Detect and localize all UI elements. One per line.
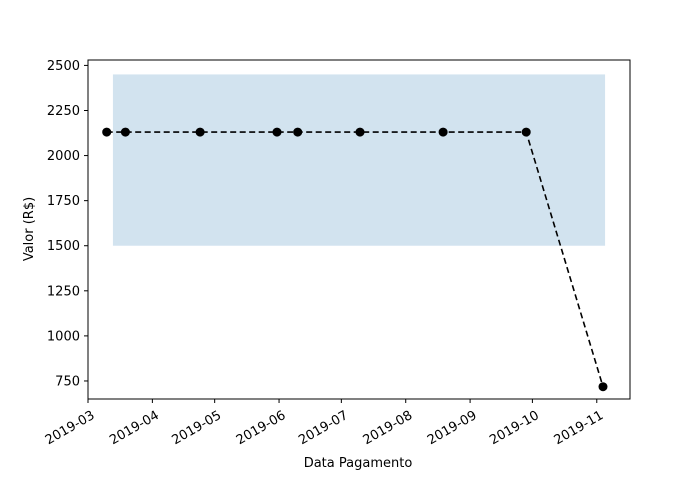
y-tick-label-1500: 1500 bbox=[47, 239, 80, 254]
x-axis-title: Data Pagamento bbox=[304, 456, 413, 471]
y-tick-label-2500: 2500 bbox=[47, 59, 80, 74]
data-point-7 bbox=[438, 127, 448, 137]
data-point-5 bbox=[293, 127, 303, 137]
data-point-1 bbox=[102, 127, 112, 137]
y-axis: 750 1000 1250 1500 1750 2000 2250 2500 bbox=[47, 59, 88, 389]
highlight-band-layer bbox=[112, 74, 606, 246]
y-tick-label-2250: 2250 bbox=[47, 104, 80, 119]
y-tick-label-2000: 2000 bbox=[47, 149, 80, 164]
data-point-3 bbox=[195, 127, 205, 137]
y-axis-title: Valor (R$) bbox=[22, 197, 37, 261]
data-point-8 bbox=[521, 127, 531, 137]
data-point-6 bbox=[355, 127, 365, 137]
y-tick-label-1250: 1250 bbox=[47, 284, 80, 299]
data-point-4 bbox=[272, 127, 282, 137]
data-point-9 bbox=[598, 382, 608, 392]
plot-frame bbox=[87, 59, 631, 400]
y-tick-label-750: 750 bbox=[55, 374, 80, 389]
y-tick-label-1750: 1750 bbox=[47, 194, 80, 209]
series-layer bbox=[102, 127, 608, 392]
highlight-band bbox=[112, 74, 606, 246]
y-tick-label-1000: 1000 bbox=[47, 329, 80, 344]
data-point-2 bbox=[120, 127, 130, 137]
